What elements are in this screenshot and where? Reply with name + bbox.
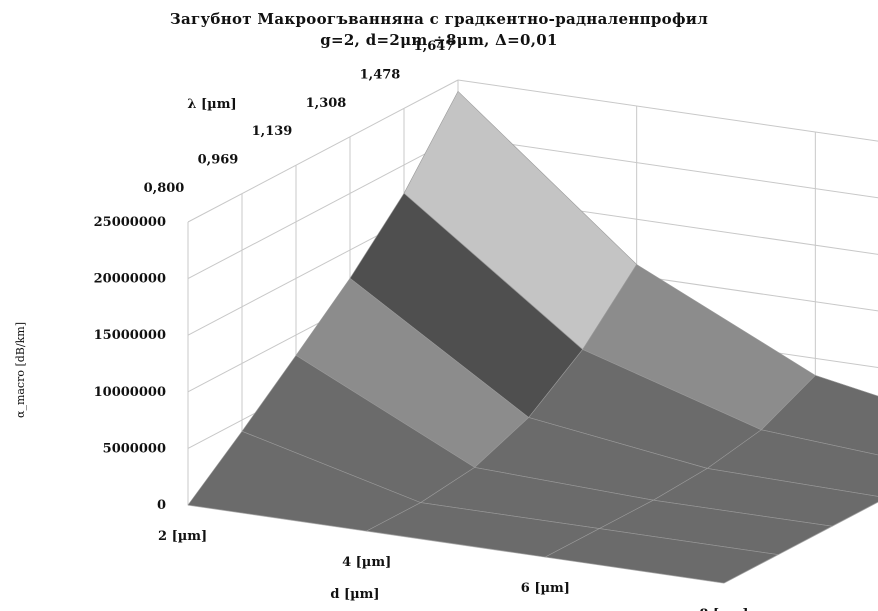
depth-tick-label: 0,969 bbox=[198, 153, 239, 168]
z-tick-label: 0 bbox=[157, 498, 166, 513]
x-tick-label: 8 [µm] bbox=[699, 607, 748, 611]
left-wall-gridline bbox=[187, 136, 459, 280]
depth-tick-label: 1,478 bbox=[360, 67, 401, 82]
axis-labels: 0 5000000 10000000 15000000 20000000 25000000… bbox=[14, 39, 749, 611]
surface-patch bbox=[760, 375, 878, 456]
left-wall-gridline bbox=[187, 79, 459, 223]
x-tick-label: 4 [µm] bbox=[342, 555, 391, 570]
depth-axis-title: λ [µm] bbox=[187, 97, 236, 112]
back-wall-gridline bbox=[457, 79, 878, 142]
depth-tick-label: 0,800 bbox=[144, 181, 185, 196]
back-wall-gridline bbox=[457, 136, 878, 199]
z-axis-title: α_macro [dB/km] bbox=[14, 322, 27, 418]
z-tick-label: 10000000 bbox=[94, 385, 166, 400]
z-tick-label: 25000000 bbox=[94, 215, 166, 230]
surface-patch bbox=[544, 528, 779, 584]
chart-title: Загубнот Макроогъванняна с градкентно-ра… bbox=[169, 10, 709, 28]
x-tick-label: 6 [µm] bbox=[521, 581, 570, 596]
x-tick-label: 2 [µm] bbox=[158, 529, 207, 544]
depth-tick-label: 1,139 bbox=[252, 124, 293, 139]
x-axis-title: d [µm] bbox=[330, 587, 379, 602]
surface-mesh bbox=[187, 90, 878, 584]
z-tick-label: 20000000 bbox=[94, 272, 166, 287]
depth-tick-label: 1,647 bbox=[414, 39, 455, 54]
depth-tick-label: 1,308 bbox=[306, 96, 347, 111]
z-tick-label: 5000000 bbox=[103, 441, 166, 456]
chart-subtitle: g=2, d=2μm ÷8μm, Δ=0,01 bbox=[320, 31, 558, 49]
z-tick-label: 15000000 bbox=[94, 328, 166, 343]
